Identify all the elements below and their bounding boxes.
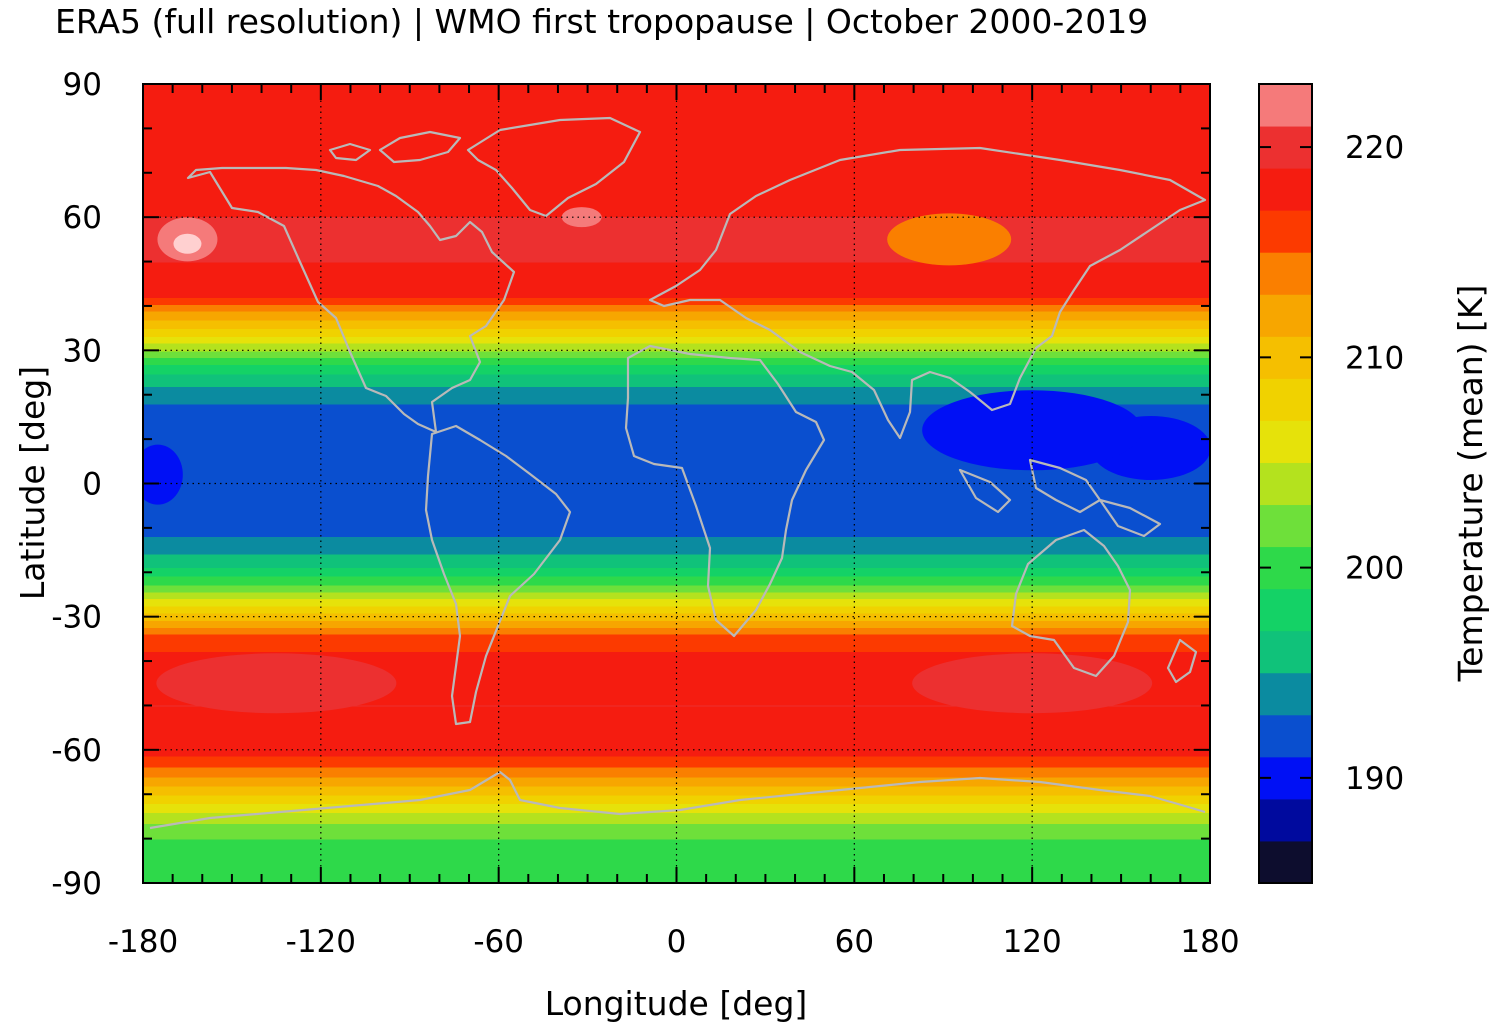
colorbar-segment [1259,840,1312,884]
y-tick-label: -90 [51,866,102,902]
colorbar-tick-label: 200 [1345,551,1404,587]
anomaly-cold-dateline [143,444,183,505]
colorbar-tick-labels: 190 200 210 220 [1345,130,1404,797]
coastline-arctic-islands [328,130,462,164]
colorbar-segment [1259,588,1312,632]
x-tick-label: 180 [1180,924,1239,960]
coastline-south-america [424,424,572,726]
colorbar-frame [1258,83,1313,884]
chart-title: ERA5 (full resolution) | WMO first tropo… [55,2,1149,41]
colorbar-segment [1259,420,1312,463]
regional-anomalies [143,207,1210,714]
anomaly-warm-indian [912,653,1153,714]
anomaly-cold-warmpool [922,390,1143,471]
grid-lines [143,84,1210,883]
y-tick-label: 0 [82,467,102,503]
coastline-maritime-continent [958,458,1162,538]
coastline-antarctica [149,770,1206,830]
colorbar-segment [1259,462,1312,506]
colorbar-segment [1259,504,1312,548]
coastline-australia [1010,528,1132,678]
colorbar-segment [1259,714,1312,758]
coastline-africa-europe-asia [624,146,1207,638]
anomaly-warm-bering-peak [173,233,202,254]
y-tick-label: -30 [51,600,102,636]
colorbar-tick-label: 220 [1345,130,1404,166]
colorbar-label: Temperature (mean) [K] [1451,285,1490,683]
colorbar-tick-label: 210 [1345,340,1404,376]
x-axis-label: Longitude [deg] [545,984,808,1023]
colorbar-segment [1259,168,1312,211]
colorbar-segment [1259,252,1312,295]
colorbar-segment [1259,378,1312,421]
anomaly-warm-asia [887,213,1012,266]
x-tick-label: -120 [286,924,356,960]
colorbar-segment [1259,672,1312,716]
x-tick-label: 60 [835,924,874,960]
anomaly-warm-south-pacific [156,653,397,714]
y-tick-label: 60 [63,200,102,236]
colorbar-segment [1259,210,1312,253]
coastline-new-zealand [1166,638,1198,684]
x-tick-label: -60 [473,924,524,960]
y-axis-label: Latitude [deg] [13,366,52,600]
colorbar-ticks [1259,146,1312,779]
y-tick-labels: -90 -60 -30 0 30 60 90 [51,67,102,902]
y-tick-label: 30 [63,333,102,369]
anomaly-warm-greenland [561,207,602,228]
y-tick-label: 90 [63,67,102,103]
x-tick-label: 0 [667,924,687,960]
colorbar-segment [1259,294,1312,337]
colorbar-tick-label: 190 [1345,761,1404,797]
x-tick-label: 120 [1003,924,1062,960]
colorbar-segment [1259,84,1312,127]
x-tick-label: -180 [108,924,178,960]
colorbar [1259,84,1312,884]
axis-ticks [142,83,1211,884]
y-tick-label: -60 [51,733,102,769]
colorbar-segment [1259,798,1312,842]
colorbar-segment [1259,630,1312,674]
x-tick-labels: -180 -120 -60 0 60 120 180 [108,924,1240,960]
